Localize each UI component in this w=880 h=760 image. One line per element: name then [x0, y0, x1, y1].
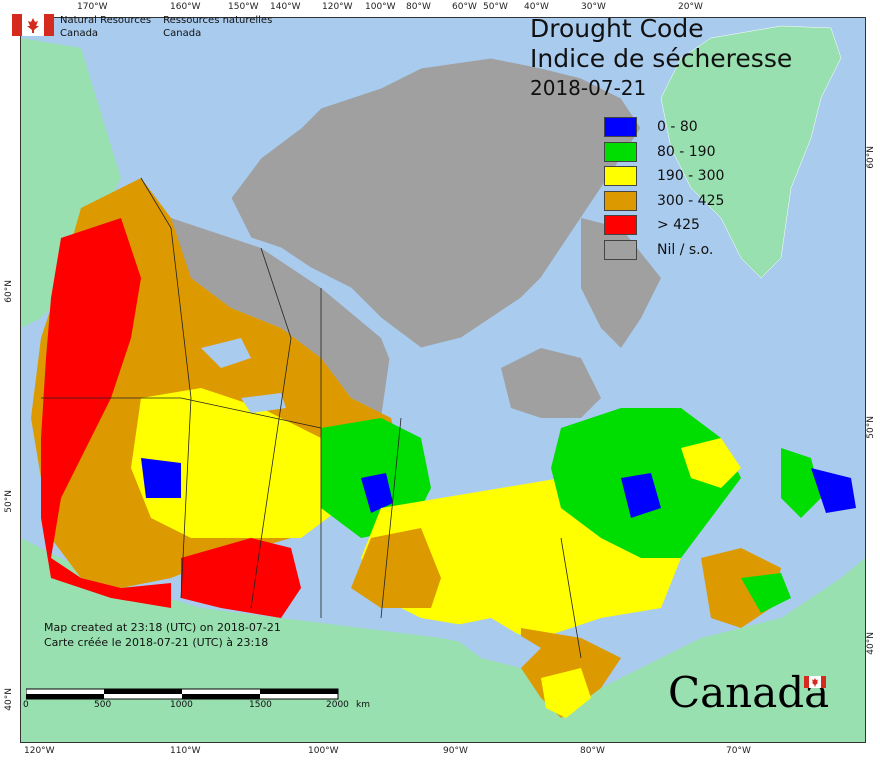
great-bear-lake [201, 338, 251, 368]
great-lakes [441, 618, 541, 668]
legend-label: 80 - 190 [657, 143, 716, 160]
legend-item: 190 - 300 [604, 164, 724, 189]
top-tick: 150°W [228, 2, 259, 12]
arctic-archipelago [230, 57, 642, 349]
left-tick: 60°N [4, 280, 14, 303]
top-tick: 160°W [170, 2, 201, 12]
scale-label: 1500 [249, 700, 272, 710]
top-tick: 120°W [322, 2, 353, 12]
scale-label: 1000 [170, 700, 193, 710]
legend-swatch [604, 215, 637, 236]
agency-name-en: Natural Resources Canada [60, 14, 151, 40]
creation-note-fr: Carte créée le 2018-07-21 (UTC) à 23:18 [44, 636, 269, 649]
bc-red [41, 218, 171, 608]
scale-label: 0 [23, 700, 29, 710]
newfoundland [781, 448, 821, 518]
bottom-tick: 120°W [24, 746, 55, 756]
prairies-yellow [131, 388, 361, 538]
newfoundland-blue [811, 468, 856, 513]
creation-note: Map created at 23:18 (UTC) on 2018-07-21… [44, 620, 281, 650]
right-tick: 40°N [866, 632, 876, 655]
legend-label: > 425 [657, 217, 700, 234]
central-blue [361, 473, 393, 513]
alaska-landmass [21, 38, 121, 328]
scale-label: 2000 [326, 700, 349, 710]
ontario-orange [351, 528, 441, 608]
right-tick: 50°N [866, 416, 876, 439]
great-slave-lake [241, 393, 286, 413]
prairies-red [181, 538, 301, 618]
legend-label: 300 - 425 [657, 192, 725, 209]
agency-fr-line2: Canada [163, 28, 202, 39]
agency-en-line2: Canada [60, 28, 99, 39]
left-tick: 40°N [4, 688, 14, 711]
legend-swatch [604, 239, 637, 260]
scale-label: km [356, 700, 370, 710]
nrcan-signature: Natural Resources Canada Ressources natu… [12, 14, 272, 40]
top-tick: 20°W [678, 2, 703, 12]
agency-en-line1: Natural Resources [60, 15, 152, 26]
northern-mainland-nil [171, 218, 401, 418]
quebec-yellow [681, 438, 741, 488]
legend-item: > 425 [604, 213, 724, 238]
labrador-nil [501, 348, 601, 418]
bottom-tick: 70°W [726, 746, 751, 756]
legend-item: 300 - 425 [604, 189, 724, 214]
scale-bar: 0 500 1000 1500 2000 km [23, 686, 370, 710]
provincial-borders [41, 177, 582, 659]
creation-note-en: Map created at 23:18 (UTC) on 2018-07-21 [44, 621, 281, 634]
agency-fr-line1: Ressources naturelles [163, 15, 273, 26]
top-tick: 40°W [524, 2, 549, 12]
map-canvas [20, 17, 866, 743]
scale-label: 500 [94, 700, 112, 710]
legend: 0 - 80 80 - 190 190 - 300 300 - 425 > 42… [604, 115, 724, 262]
baffin-nil [581, 218, 661, 348]
left-tick: 50°N [4, 490, 14, 513]
legend-label: Nil / s.o. [657, 241, 714, 258]
legend-label: 0 - 80 [657, 119, 698, 136]
scale-bar-graphic [25, 688, 339, 700]
legend-label: 190 - 300 [657, 168, 725, 185]
bottom-tick: 90°W [443, 746, 468, 756]
bottom-tick: 100°W [308, 746, 339, 756]
bottom-tick: 80°W [580, 746, 605, 756]
canada-flag-icon [12, 14, 54, 36]
drought-map [21, 25, 865, 742]
bottom-tick: 110°W [170, 746, 201, 756]
maritimes-green [741, 573, 791, 613]
top-tick: 140°W [270, 2, 301, 12]
southern-ontario-yellow [541, 668, 591, 718]
map-title-fr: Indice de sécheresse [530, 44, 793, 73]
quebec-blue [621, 473, 661, 518]
top-tick: 60°W [452, 2, 477, 12]
legend-swatch [604, 117, 637, 138]
lake-winnipeg [321, 558, 341, 618]
top-tick: 50°W [483, 2, 508, 12]
map-title-en: Drought Code [530, 14, 704, 43]
top-tick: 100°W [365, 2, 396, 12]
legend-swatch [604, 166, 637, 187]
legend-item: Nil / s.o. [604, 238, 724, 263]
canada-wordmark: Canada [668, 668, 830, 717]
right-tick: 60°N [866, 146, 876, 169]
legend-swatch [604, 141, 637, 162]
map-date: 2018-07-21 [530, 76, 647, 100]
agency-name-fr: Ressources naturelles Canada [163, 14, 272, 40]
wordmark-flag-icon [804, 673, 826, 692]
legend-swatch [604, 190, 637, 211]
legend-item: 80 - 190 [604, 140, 724, 165]
prairie-blue [141, 458, 181, 498]
legend-item: 0 - 80 [604, 115, 724, 140]
top-tick: 80°W [406, 2, 431, 12]
top-tick: 170°W [77, 2, 108, 12]
greenland-landmass [660, 25, 842, 279]
top-tick: 30°W [581, 2, 606, 12]
